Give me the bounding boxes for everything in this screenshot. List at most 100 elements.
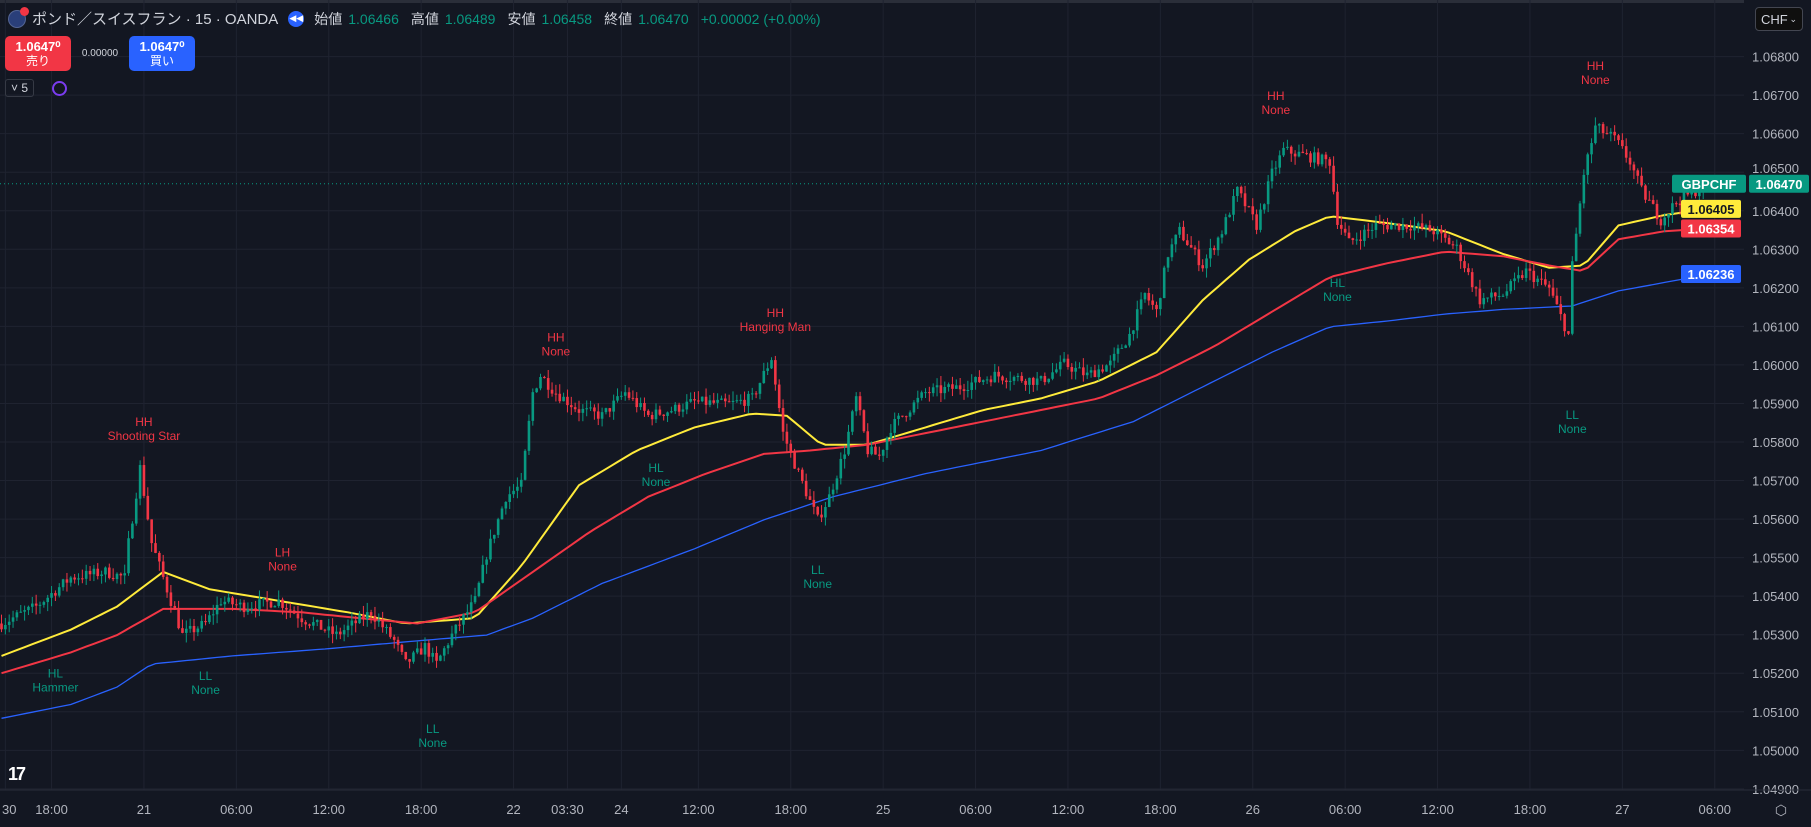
- candle: [1520, 270, 1524, 281]
- candle-body: [1671, 203, 1674, 215]
- candle-body: [735, 400, 739, 402]
- candle-body: [88, 570, 92, 575]
- candle-body: [700, 396, 704, 402]
- candle: [1509, 279, 1512, 294]
- candle-body: [1147, 293, 1151, 301]
- ma-price-tag-fast: 1.06405: [1688, 202, 1735, 217]
- candle: [554, 384, 558, 402]
- candle-body: [966, 389, 970, 391]
- candle-body: [281, 599, 284, 608]
- sell-button[interactable]: 1.0647⁰ 売り: [5, 36, 71, 71]
- candle: [435, 646, 438, 668]
- candle: [281, 597, 284, 615]
- candle-body: [1120, 347, 1124, 349]
- price-tick-label: 1.05900: [1752, 396, 1799, 411]
- candle: [1332, 156, 1335, 195]
- candle-body: [635, 398, 639, 408]
- candle-body: [1297, 151, 1301, 157]
- buy-button[interactable]: 1.0647⁰ 買い: [129, 36, 195, 71]
- candle: [15, 609, 19, 621]
- candle: [1486, 297, 1489, 303]
- candle: [612, 394, 615, 420]
- candle: [119, 572, 123, 585]
- currency-select[interactable]: CHF ⌄: [1755, 7, 1803, 31]
- candle-body: [208, 615, 211, 623]
- candle: [242, 599, 246, 618]
- candle-body: [1051, 372, 1054, 379]
- candle: [423, 637, 427, 662]
- candle-body: [801, 469, 804, 481]
- candle: [1455, 239, 1459, 254]
- candle-body: [57, 587, 61, 596]
- candle-body: [31, 603, 34, 607]
- ma-price-tag-mid-bg: [1681, 219, 1741, 238]
- candle-body: [1135, 309, 1139, 331]
- candle: [285, 603, 288, 620]
- candle-body: [254, 608, 257, 610]
- candle: [1035, 371, 1039, 391]
- candle: [1574, 227, 1578, 262]
- candle: [1370, 223, 1374, 240]
- tradingview-logo[interactable]: 17: [8, 764, 26, 784]
- symbol-title[interactable]: ポンド／スイスフラン · 15 · OANDA: [32, 11, 279, 28]
- price-axis[interactable]: 1.06800 1.06700 1.06600 1.06500 1.06400 1.063…: [1744, 0, 1811, 827]
- candle-body: [69, 577, 73, 583]
- candle: [1586, 152, 1589, 184]
- rewind-icon[interactable]: ◀◀: [288, 10, 305, 27]
- candle-body: [874, 446, 877, 455]
- candle-body: [1420, 223, 1424, 229]
- candle: [61, 578, 65, 591]
- candle: [1008, 371, 1012, 391]
- candle: [631, 390, 635, 401]
- candle: [847, 424, 850, 456]
- candle-body: [1544, 279, 1547, 285]
- candle-body: [604, 408, 608, 413]
- symbol-tag: GBPCHF: [1682, 177, 1737, 192]
- candle: [439, 654, 442, 662]
- pivot-label: LL: [199, 669, 213, 683]
- candle: [1528, 262, 1532, 281]
- candle: [589, 400, 592, 411]
- candle: [893, 412, 896, 440]
- price-tick-label: 1.05200: [1752, 666, 1799, 681]
- candle-body: [935, 385, 939, 388]
- candle: [323, 628, 327, 633]
- indicator-row: ˅ 5: [5, 79, 68, 97]
- candle-body: [396, 639, 400, 645]
- candle: [1078, 362, 1081, 369]
- candle-body: [1236, 186, 1239, 197]
- candle: [1247, 205, 1251, 208]
- candle: [1578, 200, 1582, 237]
- candle-body: [1405, 224, 1409, 229]
- candle: [389, 623, 392, 639]
- candle: [1443, 228, 1447, 243]
- candle-body: [1428, 225, 1432, 232]
- candle-body: [242, 602, 246, 613]
- candle-body: [523, 450, 527, 480]
- candle-body: [1324, 154, 1328, 160]
- candle-body: [920, 392, 923, 398]
- candle-body: [1270, 168, 1274, 182]
- pivot-label: HH: [547, 330, 564, 344]
- candle-body: [165, 576, 169, 593]
- time-axis[interactable]: 30 18:00 21 06:00 12:00 18:00 22 03:30 24 12:00 18…: [0, 789, 1811, 817]
- candle-body: [697, 400, 700, 402]
- candle-body: [96, 568, 100, 577]
- candle: [57, 583, 61, 598]
- candle-body: [1409, 228, 1412, 231]
- indicators-collapse-button[interactable]: ˅ 5: [5, 79, 35, 97]
- candle-body: [161, 561, 165, 577]
- candle: [854, 392, 858, 416]
- candle-body: [1224, 217, 1228, 235]
- candle-body: [1174, 234, 1178, 245]
- candle: [758, 382, 762, 400]
- candle-body: [373, 615, 377, 622]
- candle: [1571, 256, 1574, 336]
- candle-body: [1590, 143, 1593, 155]
- settings-gear-icon[interactable]: ⬡: [1774, 802, 1788, 818]
- candle-body: [650, 414, 654, 420]
- candle: [158, 551, 161, 571]
- candle: [100, 570, 103, 584]
- candle-body: [981, 380, 985, 383]
